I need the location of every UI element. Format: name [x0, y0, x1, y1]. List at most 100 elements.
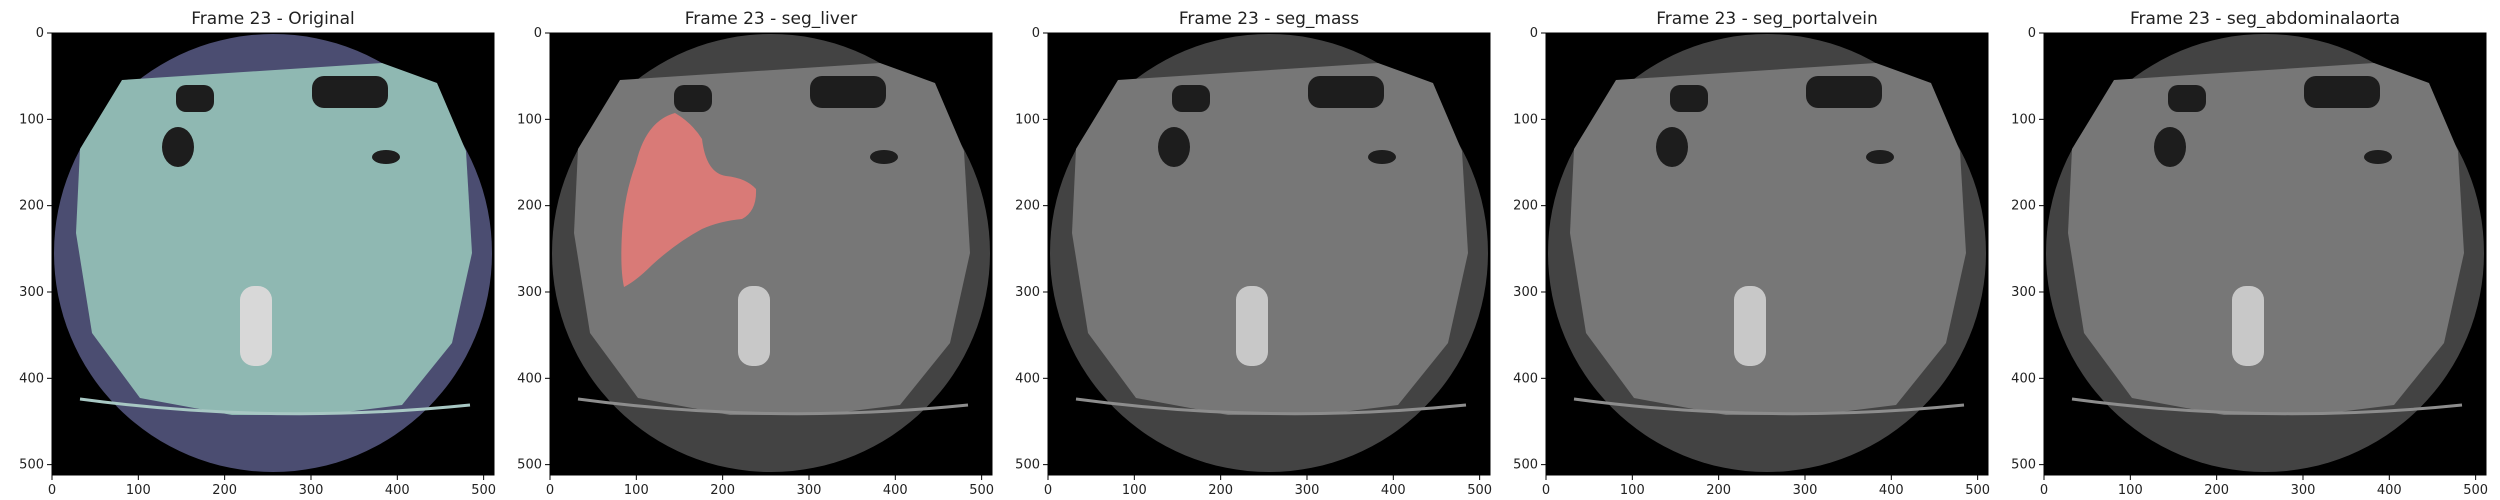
panel-seg-portalvein: Frame 23 - seg_portalvein 0 100 200 300 400 5…: [1513, 9, 1990, 498]
y-tick-label: 500: [2011, 458, 2036, 473]
panel-seg-liver: Frame 23 - seg_liver 0 100 200 300 400 500 0 1…: [517, 9, 994, 498]
gas-bowel: [1172, 85, 1210, 112]
panel-original: Frame 23 - Original 0 100 200 300 400 500 0 10…: [19, 9, 496, 498]
body-outline: [1072, 63, 1468, 415]
vertebra: [738, 286, 770, 366]
x-tick-label: 200: [212, 483, 237, 498]
x-tick-label: 0: [546, 483, 554, 498]
x-axis: 0 100 200 300 400 500: [546, 475, 994, 498]
x-tick-label: 200: [1208, 483, 1233, 498]
axes-frame: [2043, 32, 2487, 476]
y-tick-label: 300: [1513, 285, 1538, 300]
x-tick-label: 500: [471, 483, 496, 498]
panel-title: Frame 23 - seg_mass: [1179, 9, 1359, 29]
panel-title: Frame 23 - seg_portalvein: [1656, 9, 1878, 29]
x-tick-label: 0: [1542, 483, 1550, 498]
gas-bowel: [810, 76, 886, 108]
y-tick-label: 200: [1513, 199, 1538, 214]
vertebra: [2232, 286, 2264, 366]
x-tick-label: 100: [1122, 483, 1147, 498]
x-axis: 0 100 200 300 400 500: [48, 475, 496, 498]
x-axis: 0 100 200 300 400 500: [1542, 475, 1990, 498]
y-tick-label: 200: [19, 199, 44, 214]
gas-bowel: [1308, 76, 1384, 108]
y-tick-label: 200: [1015, 199, 1040, 214]
ct-image-mass: [1048, 33, 1490, 475]
y-tick-label: 0: [534, 26, 542, 41]
x-tick-label: 500: [2463, 483, 2488, 498]
gas-bowel: [2168, 85, 2206, 112]
vertebra: [240, 286, 272, 366]
gas-bowel: [176, 85, 214, 112]
y-tick-label: 500: [517, 458, 542, 473]
y-axis: 0 100 200 300 400 500: [2011, 26, 2044, 473]
x-tick-label: 400: [2377, 483, 2402, 498]
y-tick-label: 0: [36, 26, 44, 41]
axes-frame: [51, 32, 495, 476]
axes-frame: [549, 32, 993, 476]
table-curve: [577, 397, 969, 416]
axes-frame: [1047, 32, 1491, 476]
y-tick-label: 500: [1015, 458, 1040, 473]
gas-bowel: [1656, 127, 1688, 167]
x-tick-label: 400: [1381, 483, 1406, 498]
y-tick-label: 400: [1015, 371, 1040, 386]
panel-seg-abdominalaorta: Frame 23 - seg_abdominalaorta 0 100 200 300…: [2011, 9, 2488, 498]
x-tick-label: 100: [624, 483, 649, 498]
x-tick-label: 500: [969, 483, 994, 498]
y-tick-label: 300: [1015, 285, 1040, 300]
y-tick-label: 200: [517, 199, 542, 214]
vertebra: [1734, 286, 1766, 366]
gas-bowel: [674, 85, 712, 112]
x-tick-label: 300: [2291, 483, 2316, 498]
gas-bowel: [2304, 76, 2380, 108]
liver-mask: [621, 113, 757, 287]
gas-bowel: [162, 127, 194, 167]
y-tick-label: 100: [1513, 112, 1538, 127]
vertebra: [1236, 286, 1268, 366]
gas-bowel: [870, 150, 898, 164]
y-tick-label: 400: [2011, 371, 2036, 386]
y-axis: 0 100 200 300 400 500: [1513, 26, 1546, 473]
y-tick-label: 500: [19, 458, 44, 473]
y-tick-label: 400: [517, 371, 542, 386]
body-outline: [2068, 63, 2464, 415]
y-tick-label: 400: [1513, 371, 1538, 386]
gas-bowel: [1158, 127, 1190, 167]
x-tick-label: 300: [1295, 483, 1320, 498]
panel-title: Frame 23 - seg_liver: [685, 9, 858, 29]
y-tick-label: 0: [2028, 26, 2036, 41]
table-curve: [1573, 397, 1965, 416]
x-axis: 0 100 200 300 400 500: [2040, 475, 2488, 498]
y-tick-label: 100: [19, 112, 44, 127]
gas-bowel: [1670, 85, 1708, 112]
table-curve: [2071, 397, 2463, 416]
y-tick-label: 300: [2011, 285, 2036, 300]
panel-title: Frame 23 - seg_abdominalaorta: [2130, 9, 2400, 29]
panel-seg-mass: Frame 23 - seg_mass 0 100 200 300 400 500 0 10…: [1015, 9, 1492, 498]
x-tick-label: 200: [1706, 483, 1731, 498]
x-tick-label: 300: [1793, 483, 1818, 498]
y-tick-label: 100: [1015, 112, 1040, 127]
body-outline: [76, 63, 472, 415]
y-tick-label: 300: [517, 285, 542, 300]
y-axis: 0 100 200 300 400 500: [1015, 26, 1048, 473]
y-axis: 0 100 200 300 400 500: [517, 26, 550, 473]
y-tick-label: 0: [1530, 26, 1538, 41]
gas-bowel: [1866, 150, 1894, 164]
x-tick-label: 100: [126, 483, 151, 498]
x-tick-label: 500: [1965, 483, 1990, 498]
x-tick-label: 300: [299, 483, 324, 498]
y-axis: 0 100 200 300 400 500: [19, 26, 52, 473]
x-tick-label: 100: [2118, 483, 2143, 498]
y-tick-label: 500: [1513, 458, 1538, 473]
y-tick-label: 100: [2011, 112, 2036, 127]
gas-bowel: [2364, 150, 2392, 164]
ct-image-liver: [550, 33, 992, 475]
x-tick-label: 0: [1044, 483, 1052, 498]
y-tick-label: 400: [19, 371, 44, 386]
table-curve: [79, 397, 471, 416]
y-tick-label: 300: [19, 285, 44, 300]
x-tick-label: 0: [48, 483, 56, 498]
